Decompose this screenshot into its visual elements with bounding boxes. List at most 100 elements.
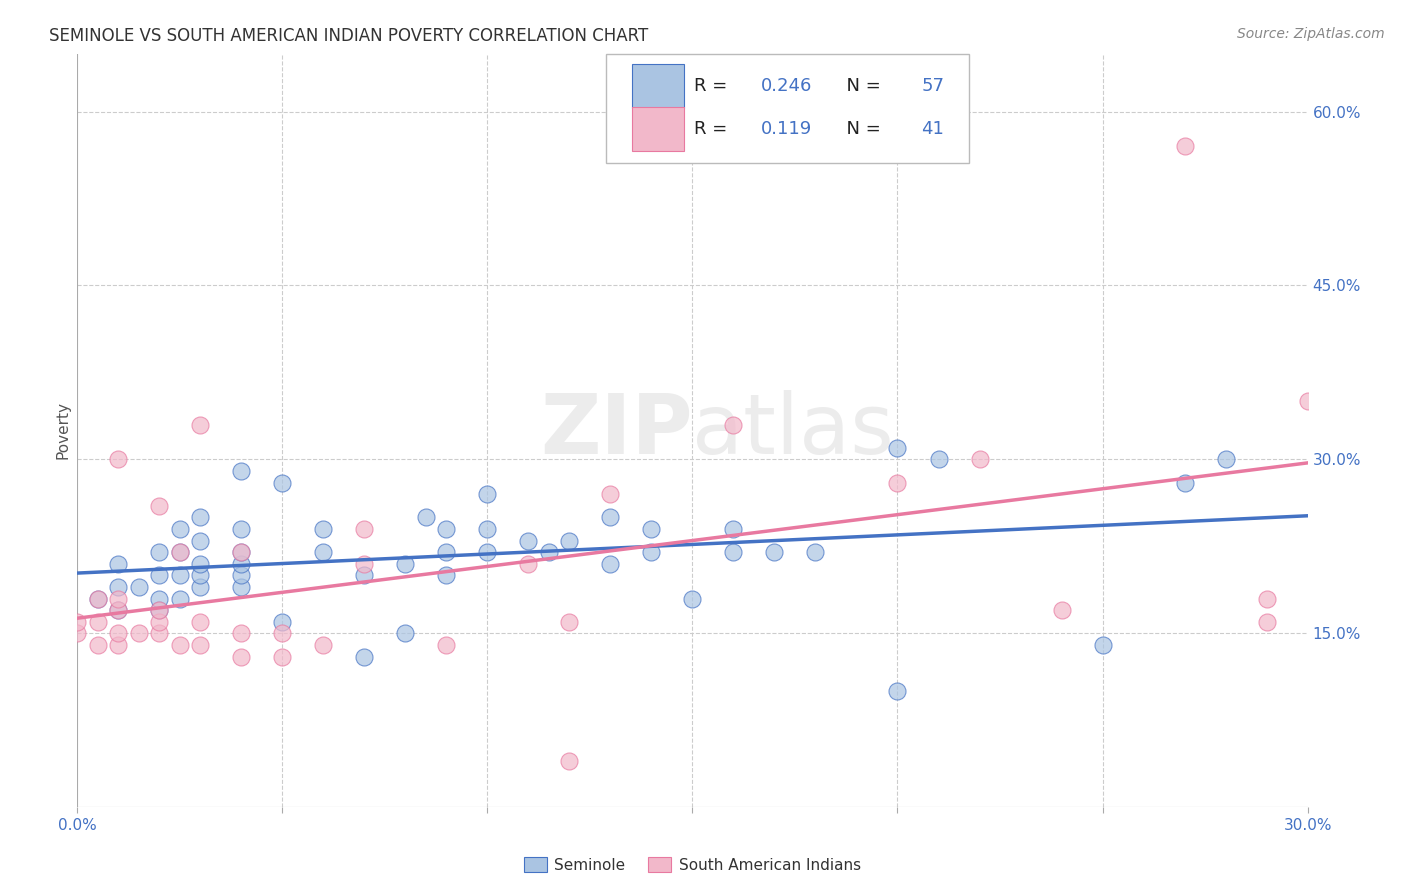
Point [394,626,416,640]
Point [537,545,560,559]
Point [682,591,704,606]
Text: Source: ZipAtlas.com: Source: ZipAtlas.com [1237,27,1385,41]
Point [928,452,950,467]
FancyBboxPatch shape [633,107,683,151]
Point [66,626,89,640]
Y-axis label: Poverty: Poverty [55,401,70,459]
Point [1050,603,1073,617]
Point [188,510,212,524]
Point [1256,591,1278,606]
Point [312,522,335,536]
Point [599,557,621,571]
FancyBboxPatch shape [606,54,969,163]
Point [477,487,499,501]
Point [436,638,458,652]
Point [87,591,110,606]
Text: 0.119: 0.119 [762,120,813,138]
Point [886,684,908,698]
Point [107,557,129,571]
Point [148,591,170,606]
Point [87,615,110,629]
Point [148,626,170,640]
Point [66,615,89,629]
Point [517,557,540,571]
Point [1215,452,1237,467]
Text: R =: R = [693,77,733,95]
Point [87,591,110,606]
Text: ZIP: ZIP [540,390,693,471]
Point [271,475,294,490]
Point [107,591,129,606]
Point [886,475,908,490]
Point [231,568,253,582]
Point [107,626,129,640]
Point [477,545,499,559]
Point [1296,394,1319,409]
Point [558,533,581,548]
Point [231,522,253,536]
Point [169,568,191,582]
Point [188,638,212,652]
Point [1174,475,1197,490]
Point [1091,638,1114,652]
Point [148,499,170,513]
Point [107,580,129,594]
Point [148,603,170,617]
Text: N =: N = [835,77,887,95]
Point [415,510,437,524]
Point [312,545,335,559]
Point [188,557,212,571]
Point [169,638,191,652]
Point [188,533,212,548]
Point [353,557,375,571]
Text: 41: 41 [921,120,945,138]
Point [188,580,212,594]
Point [271,615,294,629]
Point [271,626,294,640]
Point [148,568,170,582]
Point [640,522,662,536]
Text: SEMINOLE VS SOUTH AMERICAN INDIAN POVERTY CORRELATION CHART: SEMINOLE VS SOUTH AMERICAN INDIAN POVERT… [49,27,648,45]
Point [969,452,991,467]
FancyBboxPatch shape [633,63,683,108]
Point [353,649,375,664]
Point [128,626,150,640]
Point [763,545,786,559]
Point [804,545,827,559]
Point [886,441,908,455]
Point [231,649,253,664]
Text: N =: N = [835,120,887,138]
Point [558,615,581,629]
Point [353,568,375,582]
Point [231,464,253,478]
Point [1256,615,1278,629]
Point [231,580,253,594]
Point [723,417,745,432]
Point [231,545,253,559]
Point [436,522,458,536]
Point [312,638,335,652]
Point [169,522,191,536]
Text: atlas: atlas [693,390,894,471]
Point [188,615,212,629]
Point [107,603,129,617]
Point [271,649,294,664]
Point [436,545,458,559]
Point [353,522,375,536]
Point [517,533,540,548]
Point [231,626,253,640]
Point [436,568,458,582]
Point [107,603,129,617]
Point [107,452,129,467]
Point [599,510,621,524]
Point [169,545,191,559]
Point [128,580,150,594]
Point [169,591,191,606]
Point [599,487,621,501]
Point [188,568,212,582]
Point [148,603,170,617]
Point [169,545,191,559]
Point [1174,139,1197,153]
Point [148,545,170,559]
Point [107,638,129,652]
